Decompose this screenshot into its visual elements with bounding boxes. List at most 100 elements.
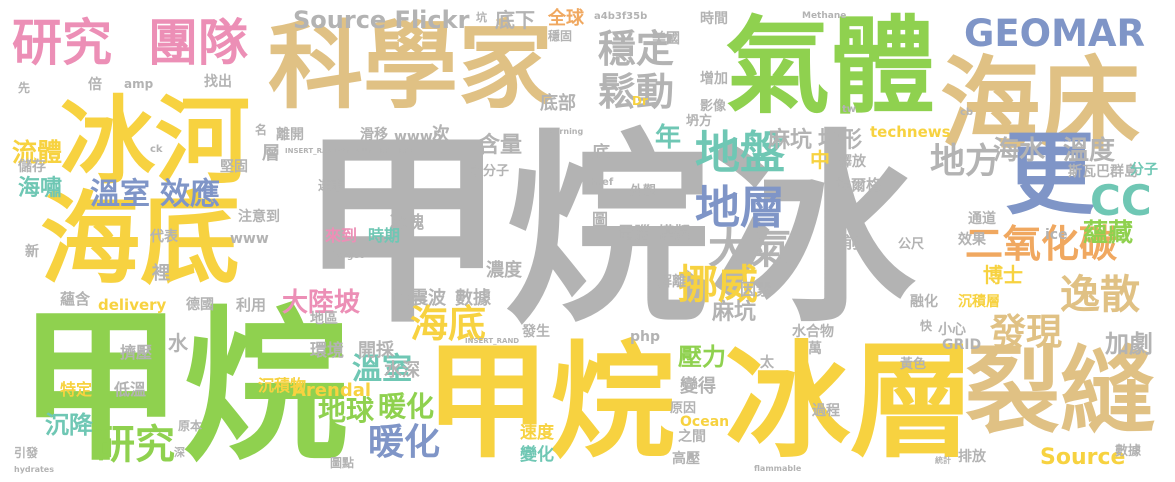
word: 公尺 — [898, 237, 925, 252]
word: 開採 — [358, 340, 394, 361]
word: 坍方 — [686, 114, 713, 129]
word: INSERT_RANDOM_NUMBER_HERE — [285, 147, 414, 155]
word: Source — [1040, 445, 1126, 470]
word: 團隊 — [148, 14, 248, 72]
word: Dr — [632, 94, 648, 108]
word: 甲烷 — [18, 291, 348, 482]
word: 發現 — [990, 312, 1063, 353]
word: amp — [124, 77, 154, 91]
word: 二氧化碳 — [965, 222, 1118, 266]
word: 海嘯 — [18, 176, 63, 201]
word: 研究 — [12, 14, 112, 72]
word: delivery — [98, 296, 167, 314]
word: burning — [548, 127, 584, 136]
word: 溫室 — [352, 352, 412, 387]
word: 環境 — [310, 341, 344, 361]
word: 時期 — [368, 226, 401, 245]
word: a4b3f35b — [594, 11, 648, 22]
word: ck — [150, 144, 163, 155]
word: 時間 — [700, 11, 728, 27]
word: ice — [1045, 227, 1068, 243]
word: 引發 — [14, 446, 39, 460]
word: 模擬 — [658, 223, 691, 242]
word: 小心 — [938, 322, 966, 338]
word: 發生 — [522, 324, 550, 340]
word: 名 — [255, 123, 268, 137]
word: 特定 — [60, 380, 93, 399]
word: 效應 — [160, 177, 220, 212]
word: 中 — [810, 148, 830, 172]
word: 壓力 — [678, 343, 726, 371]
word: 麻坑 — [768, 128, 813, 153]
word: 冰塊 — [390, 213, 424, 233]
word: href — [590, 177, 614, 188]
word: 暖化 — [368, 422, 441, 463]
word: 地區 — [310, 311, 338, 327]
word: 快 — [920, 319, 933, 333]
word: 挪威 — [678, 262, 758, 308]
word: 來到 — [325, 226, 358, 245]
word: 年 — [655, 123, 682, 153]
word: 因素 — [740, 280, 773, 299]
word: 深 — [174, 446, 185, 459]
word: 美國 — [652, 31, 680, 47]
word: flammable — [754, 464, 802, 473]
word: 倍 — [88, 77, 102, 93]
word: 更 — [1005, 122, 1095, 227]
word: 過程 — [812, 403, 840, 419]
word: 冰河 — [60, 87, 251, 197]
word: 滑移 — [360, 127, 388, 143]
word: 沉降 — [45, 411, 93, 439]
word: 水合物 — [792, 324, 834, 340]
word: 冰層 — [725, 330, 975, 475]
word: 大氣 — [708, 224, 793, 273]
word: 坑 — [476, 11, 487, 24]
word: 甲烷 — [425, 330, 675, 475]
word: 太 — [760, 355, 774, 371]
word: 穩定 — [598, 27, 675, 71]
word: 蘊藏 — [1083, 218, 1134, 247]
word: 離開 — [276, 127, 304, 143]
word: 高壓 — [672, 451, 700, 467]
word: 圖點 — [330, 456, 355, 470]
word: 地層 — [695, 181, 786, 234]
word: 埃爾格 — [836, 176, 882, 194]
word: Methane — [802, 11, 847, 21]
word: GRID — [942, 337, 982, 353]
word: 流體 — [12, 138, 63, 167]
word: 圖 — [592, 210, 609, 229]
word: 地盤 — [695, 126, 786, 179]
word: 變得 — [680, 376, 716, 397]
word: CC — [1090, 176, 1152, 225]
word: 暖化 — [378, 390, 435, 423]
word: 海床 — [940, 46, 1140, 163]
word: 海底 — [410, 302, 487, 346]
word: 水深 — [384, 360, 420, 381]
word: 穩固 — [548, 29, 573, 43]
word: 逸散 — [1060, 272, 1140, 318]
word: 底部 — [540, 93, 576, 114]
word: 低溫 — [114, 380, 147, 399]
word: 地方 — [930, 142, 1001, 182]
word: 原因 — [670, 401, 697, 416]
word: 層 — [262, 143, 280, 164]
word: 水分子 — [470, 164, 510, 179]
word: tw — [842, 104, 857, 115]
word: 變化 — [520, 445, 554, 465]
word: 次 — [432, 124, 450, 145]
word: 找出 — [204, 74, 232, 90]
word: 擠壓 — [120, 343, 153, 362]
word: 溫度 — [1063, 136, 1116, 166]
word: 電腦 — [618, 223, 651, 242]
word: hydrates — [14, 465, 54, 474]
word: 氣體 — [725, 6, 936, 128]
word: technews — [870, 123, 951, 141]
word: 利用 — [236, 296, 267, 314]
word: 沉積物 — [258, 376, 307, 395]
word: Ocean — [680, 414, 730, 430]
word: 麻坑 — [712, 300, 757, 325]
word: 斯瓦巴群島 — [1068, 164, 1138, 180]
word: 解離 — [658, 274, 686, 290]
word: 之間 — [678, 429, 706, 445]
